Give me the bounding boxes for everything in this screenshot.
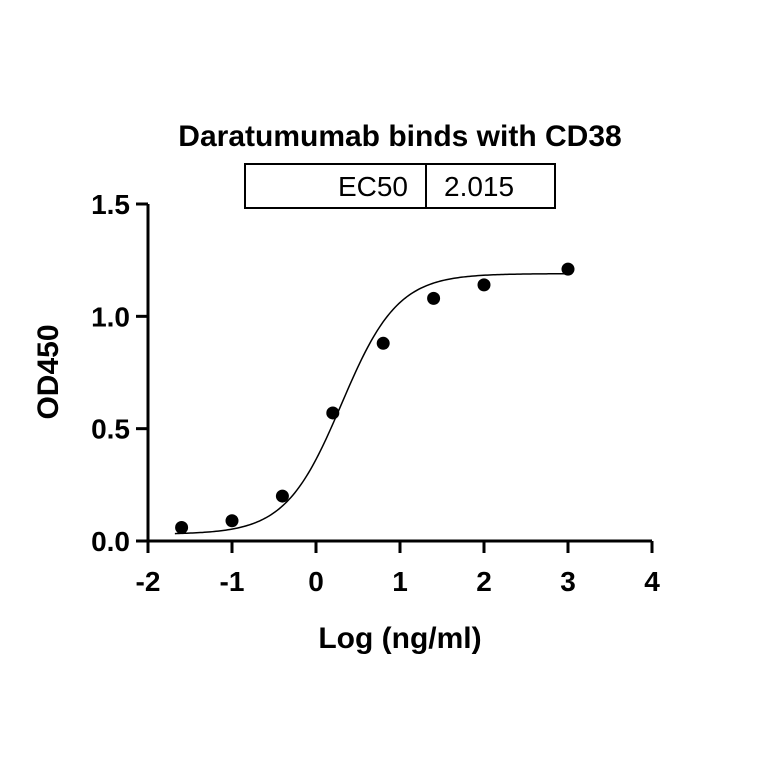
data-point — [225, 514, 239, 528]
ec50-value: 2.015 — [444, 171, 514, 202]
y-tick-label: 1.0 — [91, 301, 130, 332]
ec50-label: EC50 — [338, 171, 408, 202]
data-point — [477, 278, 491, 292]
data-point — [427, 291, 441, 305]
chart-title: Daratumumab binds with CD38 — [178, 120, 621, 153]
x-tick-label: -2 — [136, 566, 161, 597]
x-tick-label: 4 — [644, 566, 660, 597]
x-tick-label: -1 — [220, 566, 245, 597]
y-tick-label: 0.0 — [91, 526, 130, 557]
data-points — [175, 262, 575, 535]
ec50-table: EC50 2.015 — [244, 163, 556, 209]
y-tick-label: 1.5 — [91, 189, 130, 220]
x-tick-label: 3 — [560, 566, 576, 597]
x-tick-label: 0 — [308, 566, 324, 597]
data-point — [175, 521, 189, 535]
y-tick-label: 0.5 — [91, 414, 130, 445]
data-point — [275, 489, 289, 503]
axes: -2 -1 0 1 2 3 4 0.0 0.5 1.0 1.5 — [91, 189, 660, 597]
data-point — [376, 336, 390, 350]
data-point — [561, 262, 575, 276]
x-axis-label: Log (ng/ml) — [318, 622, 481, 655]
x-tick-label: 2 — [476, 566, 492, 597]
fit-curve — [174, 272, 568, 535]
x-tick-label: 1 — [392, 566, 408, 597]
data-point — [326, 406, 340, 420]
y-axis-label: OD450 — [32, 324, 65, 419]
